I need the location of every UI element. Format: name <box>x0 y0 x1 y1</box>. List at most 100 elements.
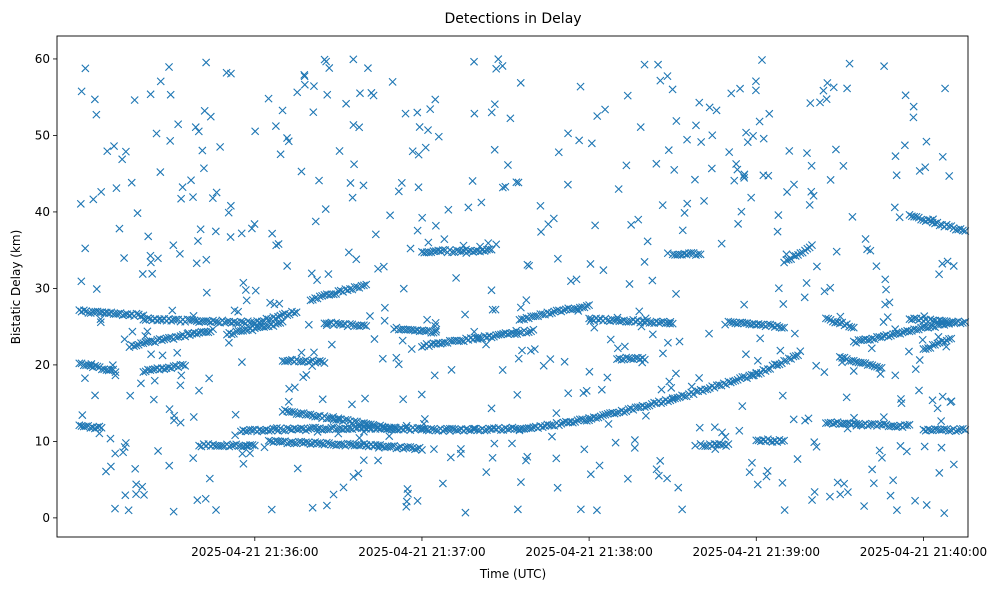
track-point <box>417 445 426 454</box>
scatter-point <box>293 88 302 97</box>
scatter-point <box>488 305 497 314</box>
scatter-point <box>487 286 496 295</box>
track-point <box>545 309 554 318</box>
track-point <box>436 247 445 256</box>
scatter-point <box>322 321 331 330</box>
scatter-point <box>421 143 430 152</box>
scatter-point <box>843 488 852 497</box>
scatter-point <box>327 340 336 349</box>
track-point <box>413 444 422 453</box>
scatter-point <box>623 474 632 483</box>
scatter-point <box>322 57 331 66</box>
scatter-point <box>355 89 364 98</box>
track-point <box>290 309 299 318</box>
track-point <box>898 328 907 337</box>
track-point <box>578 415 587 424</box>
scatter-point <box>103 147 112 156</box>
scatter-point <box>634 215 643 224</box>
track-point <box>392 444 401 453</box>
scatter-point <box>920 312 929 321</box>
scatter-point <box>691 121 700 130</box>
scatter-point <box>652 465 661 474</box>
scatter-point <box>484 239 493 248</box>
track-point <box>359 281 368 290</box>
track-point <box>355 322 364 331</box>
scatter-point <box>487 404 496 413</box>
scatter-point <box>949 460 958 469</box>
track-point <box>868 420 877 428</box>
x-axis-ticks: 2025-04-21 21:36:00 2025-04-21 21:37:00 20… <box>191 537 987 559</box>
scatter-point <box>388 77 397 86</box>
scatter-point <box>406 244 415 253</box>
track-point <box>248 426 257 435</box>
scatter-point <box>154 446 163 455</box>
y-axis-label: Bistatic Delay (km) <box>9 230 23 345</box>
scatter-point <box>434 132 443 141</box>
track-point <box>264 315 273 324</box>
scatter-point <box>242 296 251 305</box>
scatter-point <box>915 166 924 175</box>
track-point <box>777 323 786 332</box>
scatter-point <box>740 170 749 179</box>
scatter-point <box>638 358 647 367</box>
track-point <box>958 318 967 327</box>
scatter-point <box>318 395 327 404</box>
scatter-point <box>300 72 309 81</box>
track-point <box>859 358 868 367</box>
scatter-point <box>892 171 901 180</box>
scatter-point <box>283 134 292 143</box>
track-point <box>287 407 296 416</box>
track-point <box>227 441 236 450</box>
track-point <box>345 320 354 328</box>
track-point <box>884 332 893 341</box>
scatter-point <box>820 368 829 377</box>
track-point <box>875 363 884 372</box>
scatter-point <box>657 385 666 394</box>
track-point <box>626 404 635 413</box>
scatter-point <box>397 178 406 187</box>
track-point <box>657 318 666 327</box>
scatter-point <box>876 369 885 378</box>
track-point <box>596 412 605 421</box>
scatter-point <box>329 412 338 421</box>
scatter-point <box>734 219 743 228</box>
scatter-point <box>106 434 115 443</box>
scatter-point <box>762 472 771 481</box>
scatter-point <box>743 138 752 147</box>
track-point <box>933 339 942 348</box>
track-point <box>599 411 608 420</box>
track-point <box>304 410 313 419</box>
track-point <box>139 315 148 324</box>
scatter-point <box>635 307 644 316</box>
track-point <box>339 417 348 426</box>
scatter-point <box>124 506 133 515</box>
scatter-point <box>394 360 403 369</box>
track-point <box>547 421 556 430</box>
track-point <box>359 419 368 427</box>
track-point <box>75 359 84 368</box>
track-point <box>352 283 361 292</box>
scatter-point <box>643 237 652 246</box>
scatter-point <box>665 377 674 386</box>
track-point <box>552 306 561 315</box>
scatter-point <box>935 468 944 477</box>
scatter-point <box>552 409 561 418</box>
scatter-point <box>773 227 782 236</box>
track-point <box>489 332 498 341</box>
scatter-point <box>176 418 185 427</box>
track-point <box>283 311 292 320</box>
scatter-point <box>563 180 572 189</box>
track-point <box>726 318 735 327</box>
track-point <box>879 419 888 428</box>
scatter-point <box>938 259 947 268</box>
scatter-point <box>513 505 522 514</box>
scatter-point <box>516 303 525 312</box>
scatter-point <box>663 249 672 258</box>
y-tick-label: 60 <box>35 52 50 66</box>
scatter-point <box>426 105 435 114</box>
track-point <box>527 327 536 336</box>
scatter-point <box>121 491 130 500</box>
track-point <box>283 356 292 365</box>
track-point <box>209 440 218 449</box>
scatter-point <box>678 226 687 235</box>
